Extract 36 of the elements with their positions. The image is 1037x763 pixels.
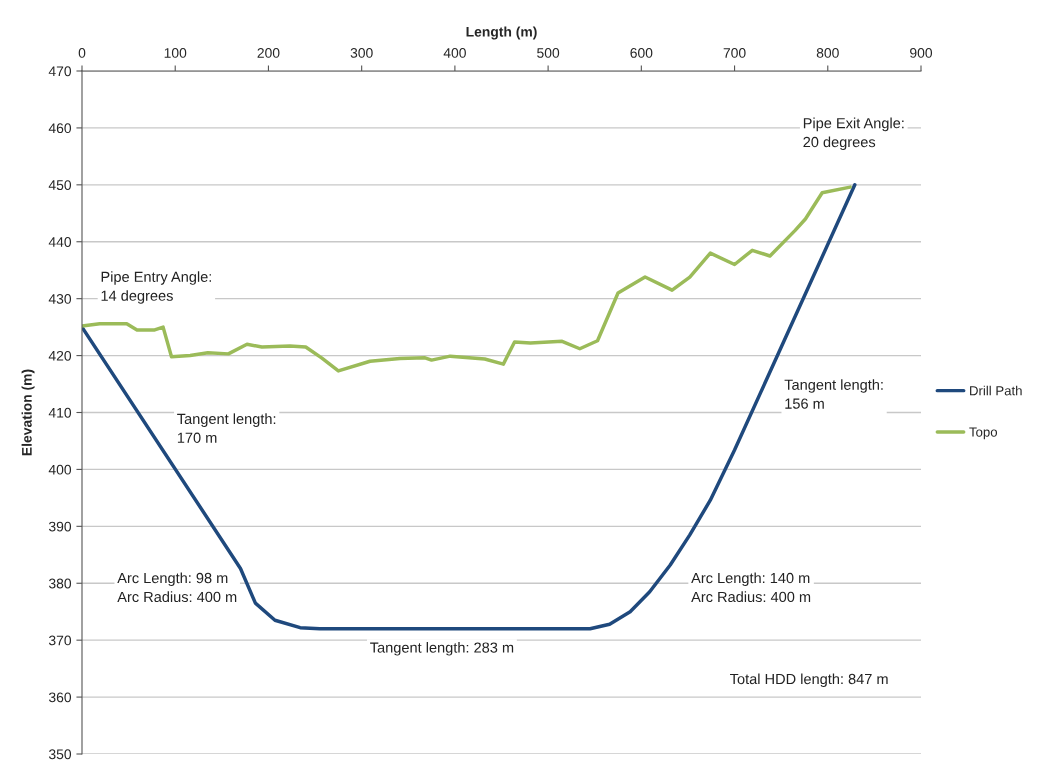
legend-label: Topo — [969, 427, 998, 440]
x-axis-title: Length (m) — [466, 26, 537, 40]
annotation: Arc Length: 140 m Arc Radius: 400 m — [691, 572, 811, 603]
annotation: Tangent length: 170 m — [177, 413, 276, 443]
y-tick-label: 460 — [48, 123, 72, 134]
x-tick-label: 700 — [723, 48, 746, 58]
annotation: Tangent length: 283 m — [370, 642, 514, 656]
annotation: Tangent length: 156 m — [784, 379, 883, 409]
annotation: Pipe Exit Angle: 20 degrees — [803, 117, 904, 151]
y-tick-label: 450 — [48, 180, 72, 190]
annotation: Pipe Entry Angle: 14 degrees — [101, 271, 211, 304]
annotation: Arc Length: 98 m Arc Radius: 400 m — [117, 572, 237, 603]
y-tick-label: 370 — [48, 635, 72, 646]
y-tick-label: 420 — [48, 350, 72, 361]
y-tick-label: 350 — [48, 749, 72, 760]
x-tick-label: 500 — [537, 48, 560, 58]
y-tick-label: 390 — [48, 521, 72, 532]
y-tick-label: 400 — [48, 464, 72, 475]
x-tick-label: 300 — [350, 48, 373, 58]
x-tick-label: 600 — [630, 48, 653, 58]
y-tick-label: 440 — [48, 237, 72, 247]
x-tick-label: 800 — [816, 48, 839, 58]
y-axis-title: Elevation (m) — [21, 369, 35, 456]
legend-label: Drill Path — [970, 385, 1022, 396]
annotation: Total HDD length: 847 m — [730, 673, 888, 688]
x-tick-label: 0 — [78, 48, 86, 58]
x-tick-label: 400 — [443, 48, 466, 58]
x-tick-label: 900 — [910, 48, 933, 58]
y-tick-label: 380 — [48, 578, 72, 589]
y-tick-label: 410 — [48, 407, 72, 418]
y-tick-label: 470 — [48, 66, 72, 77]
line-series — [82, 185, 852, 373]
y-tick-label: 360 — [48, 692, 72, 703]
x-tick-label: 100 — [164, 48, 187, 58]
y-tick-label: 430 — [48, 294, 72, 304]
x-tick-label: 200 — [257, 48, 280, 58]
